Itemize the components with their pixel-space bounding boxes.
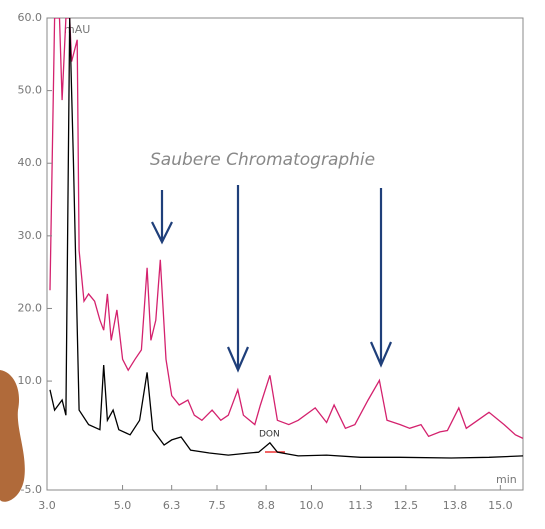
arrow [369,188,393,368]
y-tick-label: 10.0 [18,374,43,387]
y-tick-label: 60.0 [18,11,43,24]
chromatogram-line [49,18,523,459]
x-tick-label: 7.5 [208,499,226,512]
y-tick-label: 50.0 [18,84,43,97]
arrow [226,185,250,373]
x-tick-label: 6.3 [163,499,181,512]
y-axis-label: mAU [64,23,90,36]
x-tick-label: 12.5 [394,499,419,512]
x-tick-label: 8.8 [257,499,275,512]
plot-area [49,18,523,459]
x-tick-label: 13.8 [443,499,468,512]
y-tick-label: 20.0 [18,301,43,314]
arrows [151,185,393,373]
peak-label: DON [259,430,280,440]
y-tick-label: 30.0 [18,229,43,242]
x-axis-label: min [496,473,517,486]
decor-blob [0,370,25,502]
arrow [151,190,173,245]
x-tick-label: 15.0 [488,499,513,512]
x-tick-label: 10.0 [299,499,324,512]
y-tick-label: -5.0 [21,483,42,496]
y-tick-label: 40.0 [18,156,43,169]
plot-frame [46,17,524,491]
chromatogram-line [49,18,523,439]
x-tick-label: 11.3 [348,499,373,512]
x-tick-label: 5.0 [114,499,132,512]
annotation: Saubere Chromatographie [150,150,375,170]
x-tick-label: 3.0 [38,499,56,512]
